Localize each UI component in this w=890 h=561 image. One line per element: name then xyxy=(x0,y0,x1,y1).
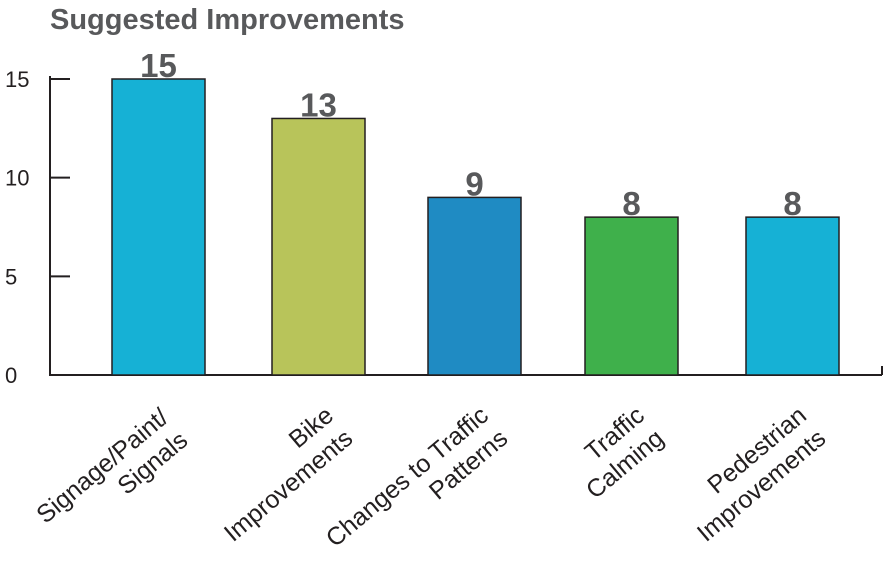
category-label: Signage/Paint/Signals xyxy=(31,403,193,529)
data-label: 13 xyxy=(300,86,337,123)
bar xyxy=(745,216,840,376)
y-tick-label: 10 xyxy=(5,166,29,191)
bar xyxy=(584,216,679,376)
bar xyxy=(271,117,366,376)
y-tick-label: 15 xyxy=(5,67,29,92)
data-label: 15 xyxy=(140,47,177,84)
chart-title: Suggested Improvements xyxy=(50,4,405,36)
data-label: 9 xyxy=(465,165,483,202)
bars xyxy=(111,78,840,376)
data-label: 8 xyxy=(783,185,801,222)
bar xyxy=(427,196,522,376)
y-tick-label: 0 xyxy=(5,363,17,388)
bar xyxy=(111,78,206,376)
y-tick-label: 5 xyxy=(5,264,17,289)
data-label: 8 xyxy=(622,185,640,222)
